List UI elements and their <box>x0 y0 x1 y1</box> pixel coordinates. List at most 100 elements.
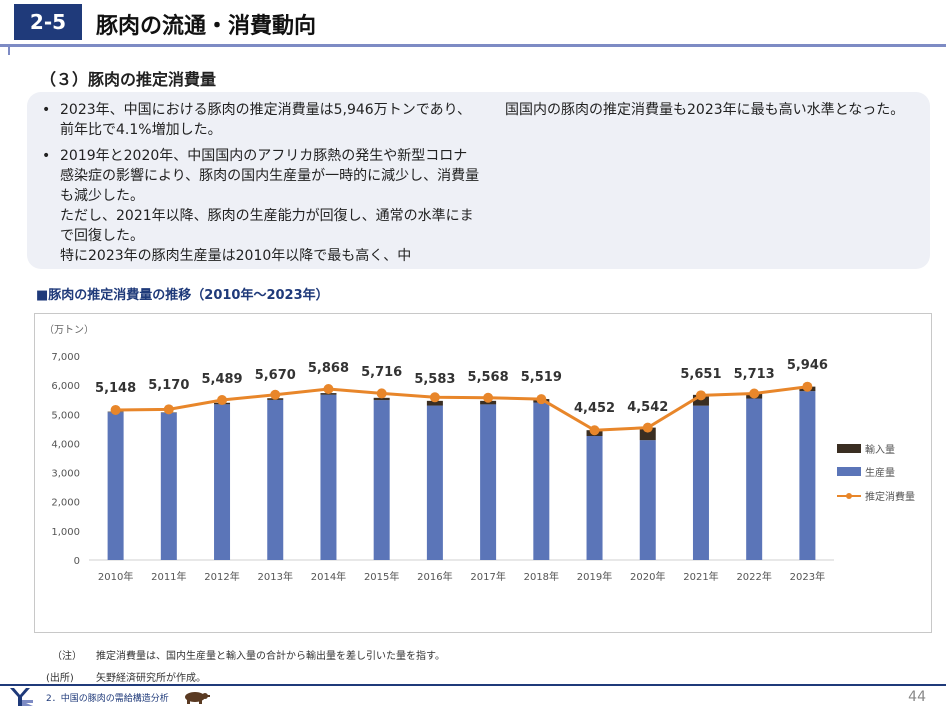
bar-import <box>639 427 656 441</box>
point-estimated-consumption <box>323 383 334 394</box>
y-tick-label: 4,000 <box>51 439 80 450</box>
bar-production <box>746 398 763 560</box>
legend-swatch-marker <box>846 493 852 499</box>
x-tick-label: 2010年 <box>98 570 133 583</box>
bar-production <box>373 400 390 560</box>
bullet-2-continuation-2: 特に2023年の豚肉生産量は2010年以降で最も高く、中 <box>60 248 412 264</box>
data-label: 5,868 <box>308 361 349 376</box>
data-label: 5,583 <box>414 372 455 387</box>
note-label: （注） <box>52 651 82 662</box>
x-tick-label: 2014年 <box>311 570 346 583</box>
bar-production <box>214 404 231 560</box>
bullet-2: • 2019年と2020年、中国国内のアフリカ豚熱の発生や新型コロナ感染症の影響… <box>40 146 480 266</box>
point-estimated-consumption <box>163 404 174 415</box>
y-tick-label: 1,000 <box>51 527 80 538</box>
point-estimated-consumption <box>270 389 281 400</box>
legend-label: 推定消費量 <box>865 490 915 503</box>
legend-label: 生産量 <box>865 466 895 479</box>
legend-swatch <box>837 467 861 476</box>
bar-production <box>799 391 816 560</box>
data-label: 5,670 <box>255 368 296 383</box>
point-estimated-consumption <box>110 404 121 415</box>
section-number-badge: 2-5 <box>14 4 82 40</box>
section-title: （３）豚肉の推定消費量 <box>40 70 217 89</box>
summary-box <box>27 92 930 269</box>
footer-divider <box>0 684 946 686</box>
data-label: 5,713 <box>734 367 775 382</box>
point-estimated-consumption <box>536 394 547 405</box>
bar-production <box>692 405 709 560</box>
data-label: 5,489 <box>201 372 242 387</box>
data-label: 5,148 <box>95 381 136 396</box>
bar-production <box>160 412 177 560</box>
header-divider <box>0 44 946 47</box>
point-estimated-consumption <box>642 422 653 433</box>
y-tick-label: 3,000 <box>51 469 80 480</box>
x-tick-label: 2019年 <box>577 570 612 583</box>
point-estimated-consumption <box>217 395 228 406</box>
x-tick-label: 2023年 <box>790 570 825 583</box>
point-estimated-consumption <box>429 392 440 403</box>
point-estimated-consumption <box>376 388 387 399</box>
bar-import <box>373 397 390 401</box>
x-tick-label: 2021年 <box>683 570 718 583</box>
bar-production <box>320 394 337 560</box>
page-number: 44 <box>908 689 926 705</box>
bullet-1-text: 2023年、中国における豚肉の推定消費量は5,946万トンであり、前年比で4.1… <box>60 102 472 138</box>
source-label: (出所) <box>46 673 74 684</box>
bullet-2-continuation-1: ただし、2021年以降、豚肉の生産能力が回復し、通常の水準にまで回復した。 <box>60 208 474 244</box>
x-tick-label: 2017年 <box>470 570 505 583</box>
data-label: 5,568 <box>468 370 509 385</box>
bar-production <box>586 435 603 560</box>
x-tick-label: 2018年 <box>524 570 559 583</box>
point-estimated-consumption <box>589 425 600 436</box>
summary-column-right: 国国内の豚肉の推定消費量も2023年に最も高い水準となった。 <box>505 100 915 120</box>
data-label: 5,651 <box>680 367 721 382</box>
consumption-chart: （万トン） 0 1,000 2,000 3,000 4,000 5,000 6,000 7,00… <box>44 324 915 583</box>
data-label: 5,946 <box>787 358 828 373</box>
y-tick-label: 5,000 <box>51 410 80 421</box>
bullet-1: • 2023年、中国における豚肉の推定消費量は5,946万トンであり、前年比で4… <box>40 100 480 140</box>
legend-label: 輸入量 <box>865 443 895 456</box>
y-axis-unit-label: （万トン） <box>44 324 94 336</box>
bar-production <box>267 399 284 560</box>
bar-production <box>426 405 443 560</box>
bar-production <box>107 412 124 560</box>
bar-production <box>533 402 550 560</box>
point-estimated-consumption <box>749 388 760 399</box>
point-estimated-consumption <box>802 381 813 392</box>
x-tick-label: 2016年 <box>417 570 452 583</box>
x-tick-label: 2013年 <box>258 570 293 583</box>
bar-import <box>426 400 443 406</box>
point-estimated-consumption <box>483 392 494 403</box>
bullet-2-text: 2019年と2020年、中国国内のアフリカ豚熱の発生や新型コロナ感染症の影響によ… <box>60 148 480 204</box>
bar-production <box>639 440 656 560</box>
data-label: 4,542 <box>627 400 668 415</box>
y-tick-label: 7,000 <box>51 352 80 363</box>
summary-right-text: 国国内の豚肉の推定消費量も2023年に最も高い水準となった。 <box>505 102 905 118</box>
line-estimated-consumption <box>115 385 808 432</box>
source-text: 矢野経済研究所が作成。 <box>96 673 206 684</box>
summary-column-left: • 2023年、中国における豚肉の推定消費量は5,946万トンであり、前年比で4… <box>40 100 480 272</box>
x-tick-label: 2011年 <box>151 570 186 583</box>
bullet-mark: • <box>42 102 51 118</box>
header-divider-tick <box>8 47 10 55</box>
footer-chapter: 2．中国の豚肉の需給構造分析 <box>46 694 169 704</box>
data-label: 5,716 <box>361 365 402 380</box>
x-tick-label: 2022年 <box>736 570 771 583</box>
company-logo-icon <box>10 688 33 706</box>
data-label: 5,519 <box>521 370 562 385</box>
x-tick-label: 2020年 <box>630 570 665 583</box>
x-tick-label: 2015年 <box>364 570 399 583</box>
note-text: 推定消費量は、国内生産量と輸入量の合計から輸出量を差し引いた量を指す。 <box>96 651 445 662</box>
data-label: 4,452 <box>574 401 615 416</box>
chart-heading: ■豚肉の推定消費量の推移（2010年～2023年） <box>36 288 329 303</box>
data-label: 5,170 <box>148 378 189 393</box>
bullet-mark: • <box>42 148 51 164</box>
y-tick-label: 2,000 <box>51 498 80 509</box>
x-tick-label: 2012年 <box>204 570 239 583</box>
bar-production <box>480 404 497 560</box>
pig-icon <box>185 692 210 704</box>
page-title: 豚肉の流通・消費動向 <box>96 14 317 39</box>
y-tick-label: 6,000 <box>51 381 80 392</box>
